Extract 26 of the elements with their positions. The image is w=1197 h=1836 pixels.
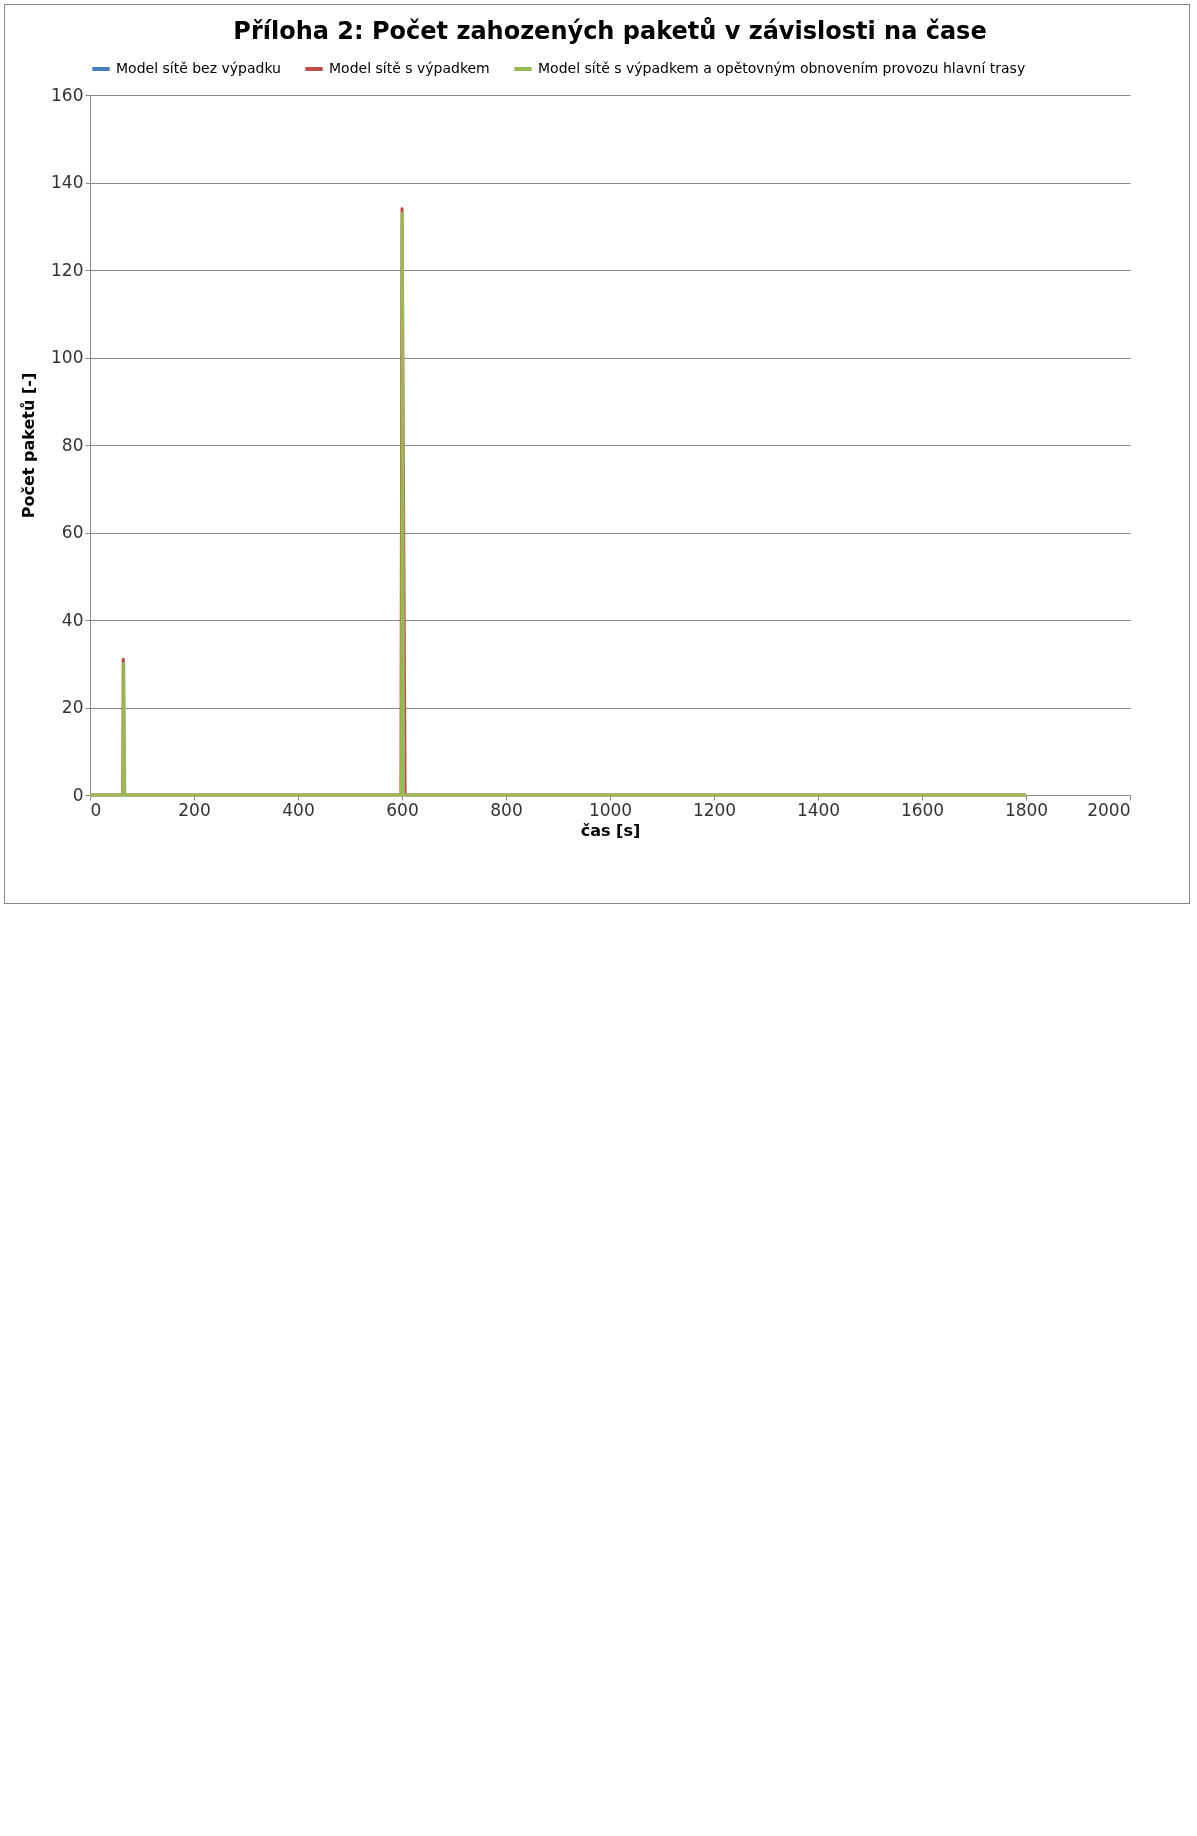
x-tick-label: 800 xyxy=(490,799,523,820)
x-tick-label: 1000 xyxy=(588,799,633,820)
y-tick-label: 80 xyxy=(61,434,84,455)
y-tick-label: 40 xyxy=(61,609,84,630)
y-tick-label: 140 xyxy=(51,172,84,192)
legend-label: Model sítě s výpadkem a opětovným obnovením provozu hlavní trasy xyxy=(538,60,1026,76)
y-tick-label: 160 xyxy=(51,84,84,105)
x-tick-label: 200 xyxy=(178,799,211,820)
y-tick-label: 100 xyxy=(51,347,84,367)
legend-label: Model sítě s výpadkem xyxy=(329,60,490,76)
x-tick-label: 600 xyxy=(386,799,419,820)
x-tick-label: 1200 xyxy=(692,799,737,820)
x-axis-title: čas [s] xyxy=(580,820,641,840)
legend-label: Model sítě bez výpadku xyxy=(116,60,281,76)
y-tick-label: 20 xyxy=(61,697,84,717)
chart-title: Příloha 2: Počet zahozených paketů v závislosti na čase xyxy=(233,17,987,45)
x-tick-label: 0 xyxy=(90,799,102,820)
x-tick-label: 2000 xyxy=(1087,799,1131,820)
y-tick-label: 0 xyxy=(72,784,84,805)
x-tick-label: 400 xyxy=(282,799,315,820)
x-tick-label: 1600 xyxy=(900,799,945,820)
x-tick-label: 1800 xyxy=(1004,799,1049,820)
y-tick-label: 120 xyxy=(51,259,84,280)
y-tick-label: 60 xyxy=(61,522,84,542)
y-axis-title: Počet paketů [-] xyxy=(19,372,39,519)
x-tick-label: 1400 xyxy=(796,799,841,820)
